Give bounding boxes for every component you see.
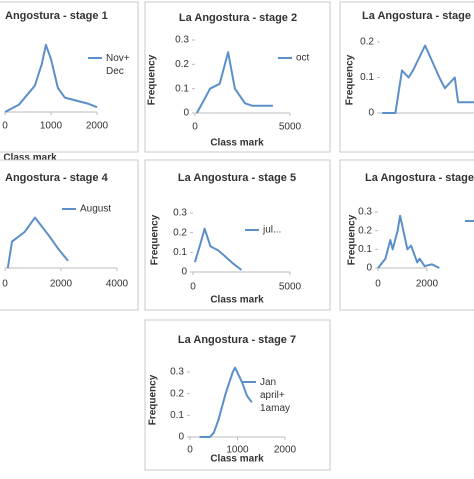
legend-label: Jan april+ 1amay [260,377,290,414]
y-tick-label: 0.1 [173,247,187,258]
y-tick-label: 0.2 [360,37,374,48]
x-tick-label: 2000 [86,121,109,132]
y-tick-label: 0.1 [360,72,374,83]
panel [0,1,139,153]
legend-label: August [80,204,111,215]
chart-panel: La Angostura - stage 0 0.1 0.2 Frequency [339,1,474,153]
legend-label: jul... [262,225,281,236]
y-tick-label: 0.3 [175,35,189,46]
x-tick-label: 2000 [274,445,297,456]
x-tick-label: 4000 [106,279,129,290]
chart-panel: Angostura - stage 4 0 2000 4000 August [0,159,139,311]
y-tick-label: 0 [178,432,184,443]
series-line [382,44,474,114]
y-tick-label: 0 [368,108,374,119]
x-axis-label: Class mark [3,153,57,164]
x-tick-label: 0 [192,122,198,133]
y-axis-label: Frequency [345,54,356,105]
y-tick-label: 0 [181,267,187,278]
panel [0,159,139,311]
y-tick-label: 0.3 [170,367,184,378]
x-axis-label: Class mark [210,138,264,149]
chart-title: Angostura - stage 4 [5,172,109,184]
chart-title: La Angostura - stage 5 [178,172,296,184]
x-tick-label: 0 [187,445,193,456]
x-tick-label: 0 [2,121,8,132]
legend-label: oct [296,53,310,64]
chart-panel: La Angostura - stage 5 0 0.1 0.2 0.3 0 5000 Cla… [144,159,331,311]
chart-panel: Angostura - stage 1 0 1000 2000 Class mark No… [0,1,139,164]
chart-panel: La Angostura - stage 0 0.1 0.2 0.3 0 2000 Frequ… [339,159,474,311]
chart-title: Angostura - stage 1 [5,10,108,22]
series-line [193,227,243,271]
y-axis-label: Frequency [147,54,158,105]
chart-title: La Angostura - stage 2 [179,12,297,24]
series-line [6,216,69,269]
y-axis-label: Frequency [148,374,159,425]
panel [144,1,331,153]
y-tick-label: 0.2 [173,227,187,238]
series-line [4,43,98,113]
panel [339,159,474,311]
y-tick-label: 0 [183,108,189,119]
y-tick-label: 0.2 [358,225,372,236]
x-tick-label: 0 [375,279,381,290]
y-axis-label: Frequency [347,214,358,265]
series-line [196,51,273,114]
chart-title: La Angostura - stage 7 [178,334,296,346]
y-tick-label: 0 [366,263,372,274]
chart-title: La Angostura - stage [362,10,471,22]
x-tick-label: 1000 [40,121,63,132]
series-line [377,214,440,269]
x-tick-label: 1000 [226,445,249,456]
panel [144,159,331,311]
chart-title: La Angostura - stage [365,172,474,184]
x-tick-label: 0 [2,279,8,290]
y-tick-label: 0.1 [358,244,372,255]
x-tick-label: 2000 [416,279,439,290]
x-axis-label: Class mark [210,454,264,465]
series-line [199,366,253,438]
x-tick-label: 5000 [279,282,302,293]
x-tick-label: 5000 [279,122,302,133]
chart-panel: La Angostura - stage 7 0 0.1 0.2 0.3 0 1000 200… [144,319,331,471]
x-axis-label: Class mark [210,295,264,306]
x-tick-label: 2000 [50,279,73,290]
y-tick-label: 0.1 [170,410,184,421]
legend-label: Nov+ Dec [106,53,130,77]
y-tick-label: 0.1 [175,83,189,94]
panel [144,319,331,471]
y-tick-label: 0.2 [170,388,184,399]
y-tick-label: 0.3 [173,208,187,219]
y-axis-label: Frequency [150,214,161,265]
y-tick-label: 0.3 [358,207,372,218]
x-tick-label: 0 [190,282,196,293]
y-tick-label: 0.2 [175,59,189,70]
chart-panel: La Angostura - stage 2 0 0.1 0.2 0.3 0 5000 Cla… [144,1,331,153]
